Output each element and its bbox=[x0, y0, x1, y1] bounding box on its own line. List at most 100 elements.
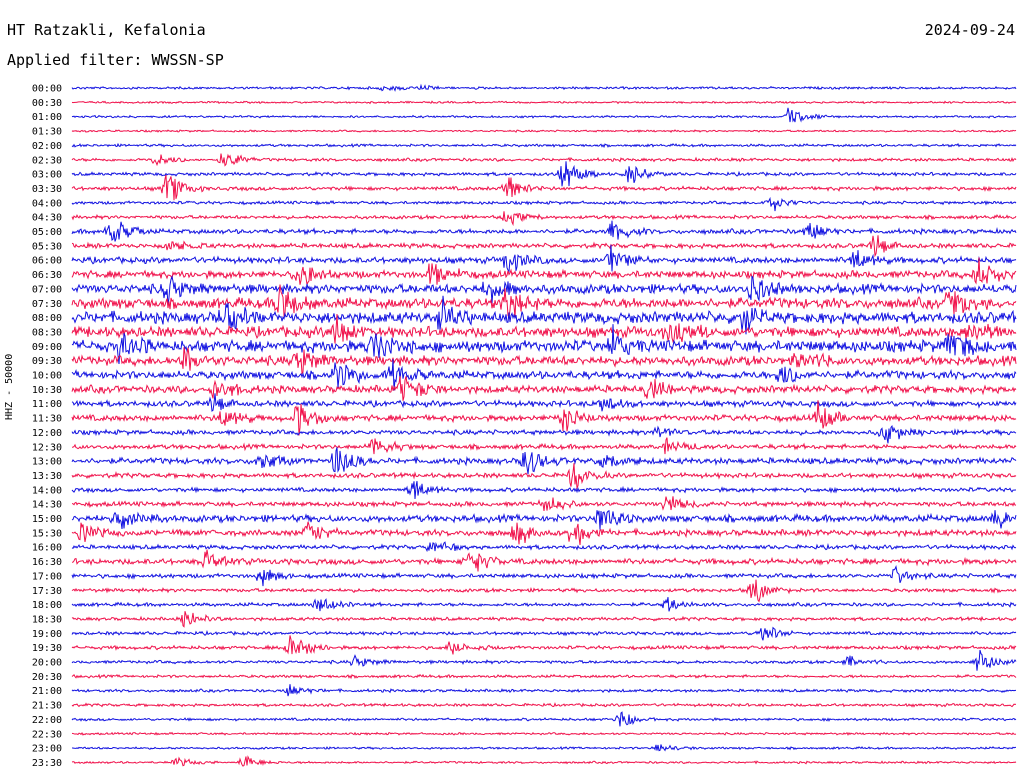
time-label: 09:00 bbox=[32, 342, 62, 353]
time-label: 22:30 bbox=[32, 729, 62, 740]
time-label: 00:30 bbox=[32, 98, 62, 109]
time-label: 06:30 bbox=[32, 270, 62, 281]
seismic-trace bbox=[71, 755, 1017, 767]
time-label: 14:00 bbox=[32, 485, 62, 496]
time-label: 20:00 bbox=[32, 658, 62, 669]
time-label: 17:00 bbox=[32, 571, 62, 582]
seismic-trace bbox=[71, 376, 1017, 401]
time-label: 18:00 bbox=[32, 600, 62, 611]
seismic-trace bbox=[71, 83, 1017, 92]
seismic-trace bbox=[71, 684, 1016, 697]
seismic-trace bbox=[71, 549, 1017, 572]
seismic-trace bbox=[71, 702, 1017, 708]
time-label: 12:00 bbox=[32, 428, 62, 439]
time-label: 06:00 bbox=[32, 256, 62, 267]
seismic-trace bbox=[71, 424, 1017, 444]
time-label: 21:30 bbox=[32, 701, 62, 712]
seismic-trace bbox=[71, 481, 1016, 500]
time-label: 05:30 bbox=[32, 241, 62, 252]
date-label: 2024-09-24 bbox=[924, 21, 1015, 39]
time-label: 10:30 bbox=[32, 385, 62, 396]
time-label: 10:00 bbox=[32, 371, 62, 382]
seismic-trace bbox=[71, 324, 1017, 365]
seismic-trace bbox=[71, 635, 1017, 655]
seismic-trace bbox=[72, 744, 1016, 752]
seismic-trace bbox=[71, 295, 1017, 335]
seismic-trace bbox=[71, 313, 1017, 344]
time-label: 19:30 bbox=[32, 643, 62, 654]
time-label: 01:30 bbox=[32, 127, 62, 138]
seismic-trace bbox=[71, 711, 1017, 727]
seismic-trace bbox=[71, 510, 1017, 530]
seismic-trace bbox=[71, 521, 1017, 545]
seismic-trace bbox=[71, 107, 1017, 123]
time-label: 03:30 bbox=[32, 184, 62, 195]
seismic-trace bbox=[71, 447, 1017, 475]
time-label: 08:30 bbox=[32, 327, 62, 338]
seismic-trace bbox=[71, 393, 1017, 412]
time-label: 16:00 bbox=[32, 543, 62, 554]
time-label: 12:30 bbox=[32, 442, 62, 453]
time-label: 15:30 bbox=[32, 528, 62, 539]
filter-label: Applied filter: WWSSN-SP bbox=[7, 51, 224, 69]
time-label: 16:30 bbox=[32, 557, 62, 568]
station-title: HT Ratzakli, Kefalonia bbox=[7, 21, 206, 39]
time-label: 08:00 bbox=[32, 313, 62, 324]
time-label: 13:00 bbox=[32, 457, 62, 468]
time-label: 17:30 bbox=[32, 586, 62, 597]
seismic-trace bbox=[71, 196, 1017, 212]
time-label: 22:00 bbox=[32, 715, 62, 726]
seismic-trace bbox=[71, 565, 1017, 587]
time-label: 04:30 bbox=[32, 213, 62, 224]
time-label: 03:00 bbox=[32, 170, 62, 181]
seismic-trace bbox=[71, 649, 1017, 671]
seismic-trace bbox=[71, 400, 1017, 436]
seismic-trace bbox=[71, 284, 1017, 320]
time-label: 07:00 bbox=[32, 284, 62, 295]
time-label: 23:30 bbox=[32, 758, 62, 769]
time-label: 00:00 bbox=[32, 84, 62, 95]
time-label: 02:30 bbox=[32, 155, 62, 166]
time-label: 02:00 bbox=[32, 141, 62, 152]
time-label: 15:00 bbox=[32, 514, 62, 525]
time-label: 19:00 bbox=[32, 629, 62, 640]
seismic-trace bbox=[71, 174, 1017, 201]
seismic-trace bbox=[71, 597, 1017, 612]
seismic-trace bbox=[71, 153, 1017, 167]
seismic-trace bbox=[71, 257, 1017, 287]
seismic-trace bbox=[71, 611, 1017, 628]
seismic-trace bbox=[71, 673, 1017, 680]
seismic-trace bbox=[71, 437, 1017, 455]
seismic-trace bbox=[71, 211, 1017, 227]
seismic-trace bbox=[71, 359, 1017, 391]
time-label: 04:00 bbox=[32, 198, 62, 209]
time-label: 23:00 bbox=[32, 744, 62, 755]
seismic-trace bbox=[71, 100, 1017, 105]
time-label: 18:30 bbox=[32, 614, 62, 625]
time-label: 21:00 bbox=[32, 686, 62, 697]
time-label: 07:30 bbox=[32, 299, 62, 310]
seismic-trace bbox=[71, 579, 1017, 603]
time-label: 11:30 bbox=[32, 414, 62, 425]
seismic-trace bbox=[71, 220, 1017, 242]
seismic-trace bbox=[71, 626, 1017, 641]
time-label: 05:00 bbox=[32, 227, 62, 238]
seismic-trace bbox=[71, 161, 1017, 187]
time-label: 20:30 bbox=[32, 672, 62, 683]
seismic-trace bbox=[71, 463, 1017, 490]
seismic-trace bbox=[71, 541, 1017, 553]
seismic-trace bbox=[71, 347, 1017, 375]
seismic-trace bbox=[71, 129, 1017, 134]
seismic-trace bbox=[71, 496, 1017, 511]
time-label: 09:30 bbox=[32, 356, 62, 367]
time-label: 13:30 bbox=[32, 471, 62, 482]
time-label: 14:30 bbox=[32, 500, 62, 511]
time-label: 11:00 bbox=[32, 399, 62, 410]
seismic-trace bbox=[71, 142, 1017, 149]
time-label: 01:00 bbox=[32, 112, 62, 123]
seismic-trace bbox=[71, 275, 1017, 306]
seismic-trace bbox=[71, 244, 1017, 273]
seismic-trace bbox=[71, 235, 1017, 258]
seismic-trace bbox=[71, 731, 1017, 736]
